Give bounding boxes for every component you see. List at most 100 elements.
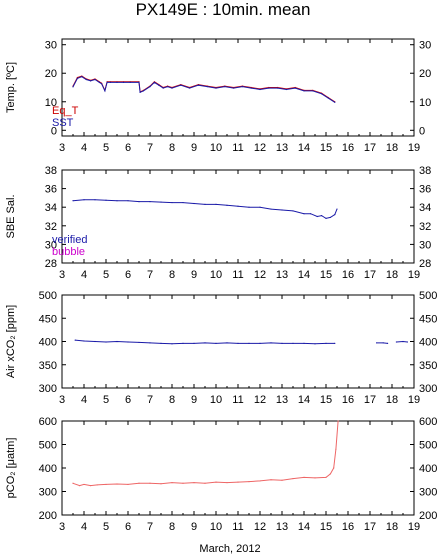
data-point [259, 480, 261, 482]
y-axis-label: SBE Sal. [5, 194, 17, 238]
data-point [72, 200, 74, 202]
x-tick-label: 12 [254, 394, 266, 406]
data-point [224, 86, 226, 88]
data-point [292, 477, 294, 480]
data-point [109, 81, 111, 83]
data-point [106, 81, 108, 83]
y-tick-label-left: 500 [39, 290, 57, 302]
series-line-air-b [376, 342, 388, 344]
data-point [142, 90, 144, 92]
data-point [129, 81, 131, 83]
x-tick-label: 5 [103, 269, 109, 281]
data-point [259, 342, 261, 344]
data-point [237, 481, 239, 483]
x-tick-label: 17 [364, 142, 376, 154]
data-point [387, 342, 389, 344]
x-tick-label: 12 [254, 269, 266, 281]
x-tick-label: 10 [210, 269, 222, 281]
data-point [90, 80, 92, 82]
x-tick-label: 8 [169, 394, 175, 406]
data-point [116, 340, 118, 343]
x-tick-label: 4 [81, 521, 87, 533]
panel-temp: 3 4 5 6 7 8 9 10 11 12 13 14 15 16 17 18 19 0 0 10 10 20 20 30 3… [5, 38, 431, 154]
data-point [83, 340, 85, 342]
data-point [116, 81, 118, 83]
data-point [241, 86, 243, 88]
x-tick-label: 12 [254, 521, 266, 533]
legend-entry-verified: verified [52, 234, 87, 246]
data-point [402, 340, 404, 343]
data-point [138, 81, 140, 83]
data-point [149, 342, 151, 344]
x-tick-label: 18 [386, 142, 398, 154]
x-tick-label: 10 [210, 142, 222, 154]
data-point [160, 201, 162, 203]
y-tick-label-left: 30 [45, 40, 57, 52]
legend-entry-sst: SST [52, 117, 74, 129]
legend-entry-bubble: bubble [52, 246, 85, 258]
x-tick-label: 14 [298, 269, 310, 281]
data-point [160, 342, 162, 344]
y-tick-label-left: 32 [45, 221, 57, 233]
data-point [336, 208, 338, 210]
data-point [310, 213, 312, 215]
y-tick-label-right: 600 [419, 416, 437, 428]
x-tick-label: 10 [210, 394, 222, 406]
data-point [248, 342, 250, 344]
data-point [101, 83, 103, 85]
data-point [127, 341, 129, 343]
data-point [182, 342, 184, 344]
x-axis-label: March, 2012 [199, 543, 260, 555]
y-tick-label-right: 36 [419, 184, 431, 196]
x-tick-label: 11 [232, 142, 243, 154]
x-tick-label: 16 [342, 142, 354, 154]
data-point [116, 200, 118, 202]
x-tick-label: 8 [169, 142, 175, 154]
x-tick-label: 11 [232, 521, 243, 533]
y-tick-label-left: 28 [45, 258, 57, 270]
x-tick-label: 15 [320, 142, 332, 154]
data-point [204, 342, 206, 344]
y-axis-label: Temp. [ºC] [5, 62, 17, 113]
data-point [85, 78, 87, 81]
data-point [270, 342, 272, 344]
y-tick-label-right: 450 [419, 313, 437, 325]
data-point [316, 215, 318, 218]
data-point [281, 342, 283, 344]
data-point [376, 342, 378, 344]
x-tick-label: 5 [103, 521, 109, 533]
x-tick-label: 12 [254, 142, 266, 154]
y-tick-label-right: 28 [419, 258, 431, 270]
data-point [312, 90, 314, 92]
data-point [250, 87, 252, 89]
y-tick-label-right: 38 [419, 165, 431, 177]
data-point [96, 484, 98, 486]
data-point [303, 90, 305, 92]
y-tick-label-left: 30 [45, 239, 57, 251]
data-point [270, 479, 272, 481]
x-tick-label: 19 [408, 521, 420, 533]
data-point [197, 84, 199, 86]
y-tick-label-right: 300 [419, 487, 437, 499]
data-point [182, 201, 184, 204]
y-tick-label-right: 350 [419, 360, 437, 372]
data-point [314, 343, 316, 345]
data-point [98, 81, 100, 83]
data-point [303, 342, 305, 344]
figure-title: PX149E : 10min. mean [136, 0, 311, 19]
data-point [215, 342, 217, 344]
x-tick-label: 17 [364, 521, 376, 533]
data-point [321, 214, 323, 217]
plot-frame [61, 420, 415, 516]
y-tick-label-left: 36 [45, 184, 57, 196]
data-point [138, 201, 140, 203]
data-point [193, 342, 195, 344]
plot-frame [61, 169, 415, 264]
data-point [382, 342, 384, 344]
x-tick-label: 7 [147, 394, 153, 406]
x-tick-label: 4 [81, 142, 87, 154]
data-point [206, 86, 208, 88]
